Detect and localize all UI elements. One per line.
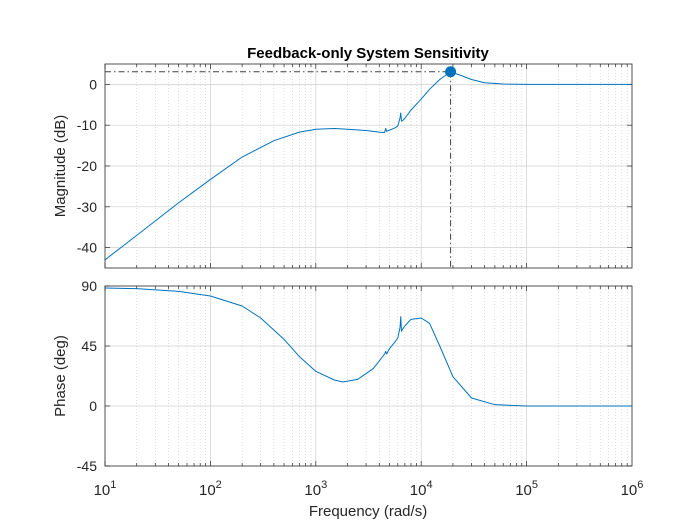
x-tick-label: 101 [94,479,117,499]
phase-series-line [104,287,632,407]
magnitude-y-tick-label: -40 [77,240,97,256]
magnitude-grid [105,64,632,268]
magnitude-series-line [104,71,632,261]
phase-plot-area [105,286,632,466]
x-axis-label: Frequency (rad/s) [309,503,427,520]
magnitude-ticks: -40 -30 -20 -10 0 [77,64,632,268]
chart-title: Feedback-only System Sensitivity [247,45,489,62]
phase-y-tick-label: 0 [89,398,97,414]
magnitude-y-tick-label: -20 [77,158,97,174]
phase-y-tick-label: -45 [77,458,97,474]
magnitude-y-tick-label: -10 [77,117,97,133]
x-tick-label: 103 [304,479,327,499]
phase-plot [104,287,632,407]
magnitude-plot [104,66,632,268]
magnitude-ylabel: Magnitude (dB) [52,115,69,218]
phase-axes-box [104,285,633,467]
phase-ylabel: Phase (deg) [52,335,69,417]
magnitude-panel: -40 -30 -20 -10 0 Magnitude (dB) [52,63,633,269]
phase-y-tick-label: 45 [81,338,97,354]
x-tick-label: 102 [199,479,222,499]
x-tick-labels: 101 102 103 104 105 106 [94,479,644,499]
peak-marker [445,66,457,78]
x-tick-label: 104 [410,479,433,499]
phase-grid [105,286,632,466]
magnitude-axes-box [104,63,633,269]
magnitude-y-tick-label: -30 [77,199,97,215]
phase-ticks: -45 0 45 90 [77,278,632,474]
x-tick-label: 106 [621,479,644,499]
phase-y-tick-label: 90 [81,278,97,294]
x-tick-label: 105 [515,479,538,499]
phase-panel: -45 0 45 90 Phase (deg) [52,278,633,474]
magnitude-y-tick-label: 0 [89,76,97,92]
